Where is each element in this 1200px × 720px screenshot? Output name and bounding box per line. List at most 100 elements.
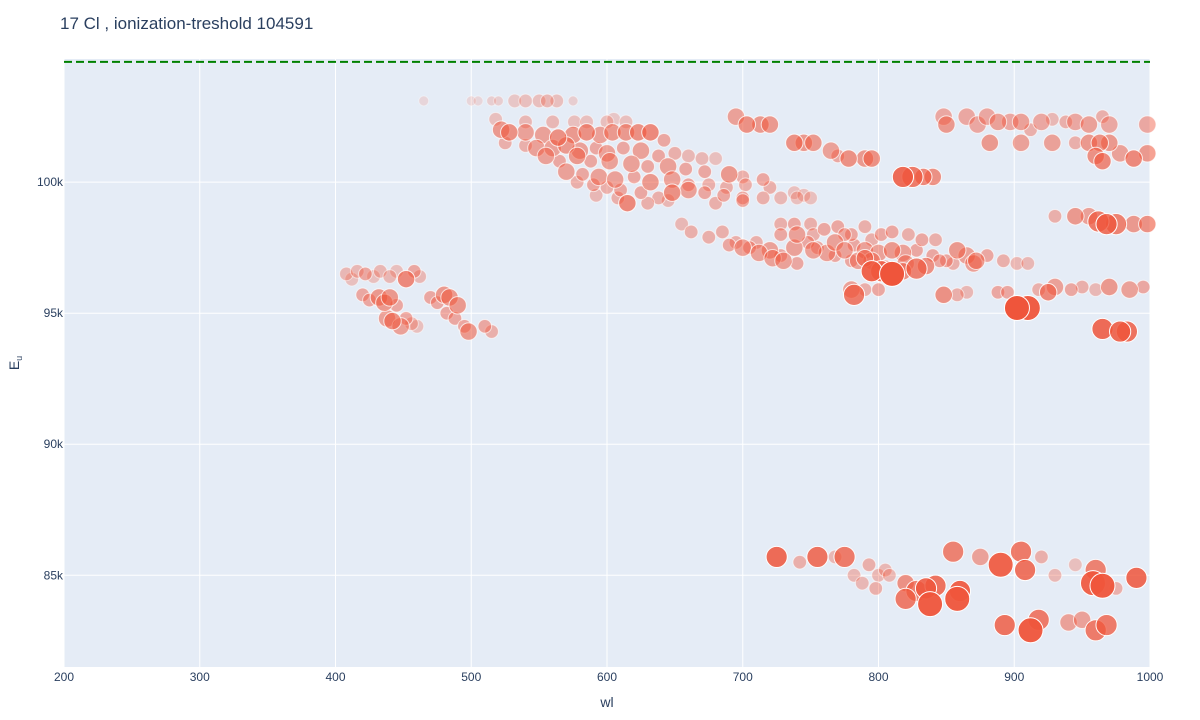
data-point [459, 322, 478, 341]
chart-title: 17 Cl , ionization-treshold 104591 [60, 14, 314, 33]
scatter-points [339, 93, 1157, 644]
data-point [861, 557, 877, 573]
data-point [448, 296, 467, 315]
y-tick-label: 95k [44, 306, 64, 320]
data-point [539, 93, 555, 109]
data-point [894, 587, 917, 610]
data-point [854, 575, 870, 591]
data-point [641, 172, 660, 192]
data-point [1120, 280, 1139, 299]
data-point [1066, 207, 1085, 226]
data-point [622, 154, 641, 174]
x-tick-label: 900 [1004, 670, 1024, 684]
data-point [773, 227, 789, 242]
y-tick-label: 90k [44, 437, 64, 451]
data-point [618, 193, 637, 213]
data-point [882, 241, 902, 260]
data-point [651, 148, 666, 164]
data-point [868, 581, 884, 596]
data-point [789, 190, 805, 206]
data-point [901, 227, 916, 242]
data-point [773, 190, 789, 206]
x-tick-label: 1000 [1137, 670, 1164, 684]
data-point [640, 159, 656, 174]
data-point [737, 115, 757, 134]
data-point [833, 545, 856, 569]
data-point [339, 266, 354, 282]
data-point [857, 219, 873, 235]
data-point [662, 183, 682, 202]
data-point [1095, 213, 1118, 236]
data-point [835, 241, 854, 260]
data-point [396, 269, 416, 289]
data-point [1011, 133, 1031, 153]
data-point [605, 170, 625, 189]
data-point [738, 177, 753, 193]
data-point [1063, 282, 1079, 297]
data-point [971, 547, 990, 567]
data-point [905, 257, 928, 280]
data-point [884, 224, 900, 240]
data-point [1047, 567, 1063, 583]
y-tick-label: 85k [44, 568, 64, 582]
data-point [967, 251, 986, 270]
data-point [804, 133, 823, 153]
data-point [787, 225, 807, 244]
data-point [944, 585, 971, 612]
data-point [719, 165, 739, 184]
data-point [500, 123, 519, 142]
x-tick-label: 300 [190, 670, 210, 684]
data-point [694, 151, 710, 166]
data-point [735, 193, 751, 208]
data-point [545, 114, 561, 130]
data-point [557, 162, 576, 181]
data-point [862, 149, 881, 168]
data-point [879, 260, 906, 287]
data-point [697, 164, 713, 179]
data-point [996, 253, 1011, 269]
data-point [987, 551, 1014, 578]
data-point [631, 141, 651, 160]
data-point [882, 567, 897, 583]
data-point [1138, 214, 1157, 234]
data-point [1043, 133, 1062, 153]
y-tick-label: 100k [37, 175, 64, 189]
data-point [980, 133, 1000, 153]
data-point [1038, 283, 1058, 302]
data-point [1058, 114, 1074, 130]
y-axis-label: Eu [6, 356, 24, 370]
data-point [507, 93, 522, 109]
data-point [988, 112, 1008, 132]
data-point [755, 190, 771, 206]
data-point [548, 128, 568, 147]
data-point [577, 123, 596, 142]
data-point [589, 167, 609, 187]
data-point [567, 146, 587, 166]
x-axis-label: wl [599, 694, 613, 710]
data-point [1032, 112, 1051, 132]
data-point [1089, 572, 1116, 599]
data-point [1093, 152, 1112, 171]
data-point [575, 167, 590, 182]
data-point [1068, 557, 1083, 573]
data-point [1011, 112, 1031, 132]
data-point [733, 238, 752, 257]
x-tick-label: 200 [54, 670, 74, 684]
data-point [1074, 279, 1090, 295]
data-point [516, 123, 535, 142]
data-point [1009, 540, 1033, 563]
data-point [1138, 115, 1157, 134]
data-point [477, 319, 493, 334]
data-point [968, 115, 987, 134]
data-point [957, 107, 976, 126]
data-point [536, 146, 556, 166]
data-point [380, 288, 399, 307]
data-point [873, 227, 889, 242]
x-tick-label: 800 [868, 670, 888, 684]
data-point [839, 149, 858, 168]
data-point [1000, 284, 1015, 300]
data-point [1095, 613, 1118, 637]
data-point [914, 232, 930, 248]
x-tick-label: 500 [461, 670, 481, 684]
